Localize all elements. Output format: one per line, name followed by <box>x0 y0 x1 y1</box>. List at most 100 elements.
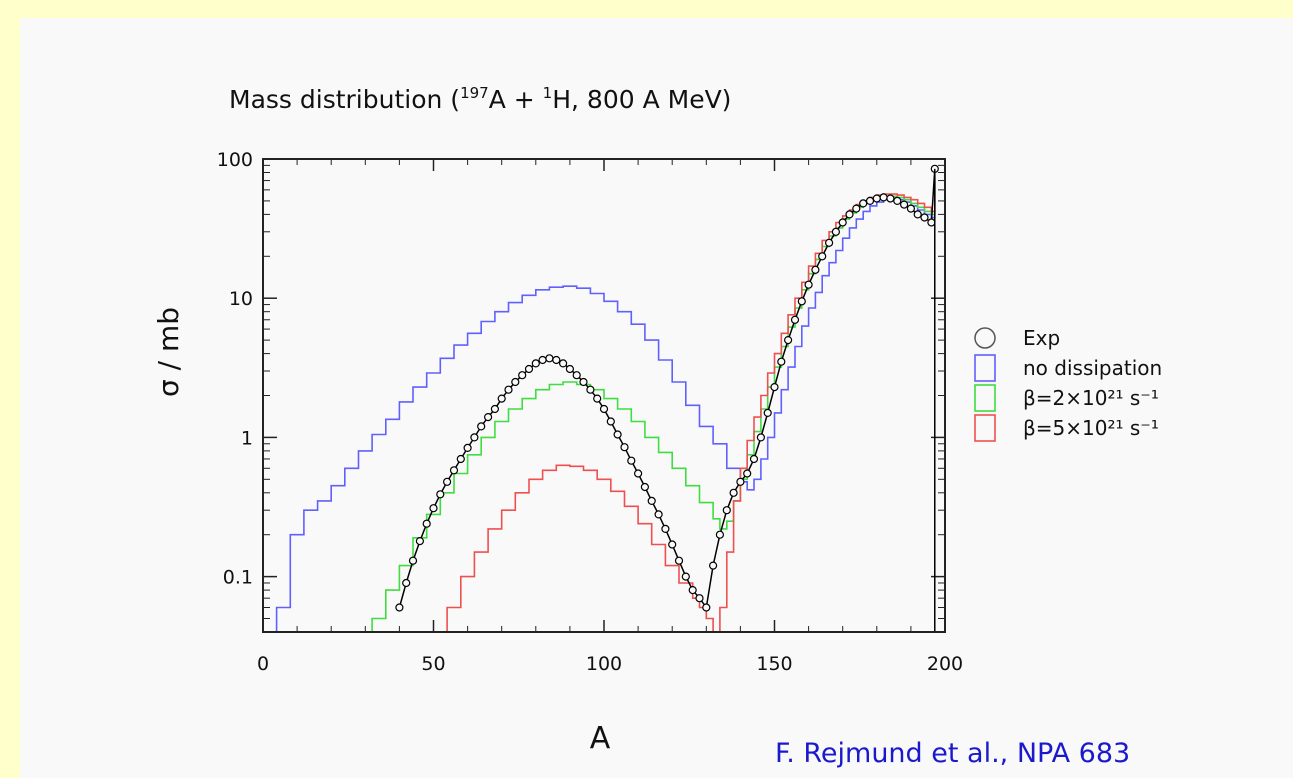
data-point <box>593 394 602 403</box>
chart-title: Mass distribution (197A + 1H, 800 A MeV) <box>229 84 731 114</box>
legend-marker <box>974 327 996 349</box>
data-point <box>661 524 670 534</box>
data-point <box>640 482 650 492</box>
data-point <box>654 510 663 519</box>
data-point <box>770 383 779 392</box>
data-point <box>818 252 827 261</box>
data-point <box>429 504 438 513</box>
data-point <box>443 477 452 486</box>
data-point <box>715 530 725 539</box>
legend-item: Exp <box>974 326 1060 350</box>
x-axis-label: A <box>590 721 611 756</box>
data-point <box>408 556 418 565</box>
data-point <box>702 603 711 612</box>
x-tick-label: 50 <box>421 653 445 675</box>
data-point <box>872 194 881 203</box>
series-layer <box>263 164 939 633</box>
legend-item: no dissipation <box>974 354 1162 382</box>
data-point <box>511 377 520 387</box>
data-point <box>620 443 629 452</box>
legend-swatch <box>974 354 996 382</box>
data-point <box>599 404 609 414</box>
data-point <box>402 578 411 588</box>
data-point <box>913 210 922 219</box>
data-point <box>722 506 731 515</box>
data-point <box>613 430 622 439</box>
title-iso2-mass: 1 <box>543 84 553 102</box>
data-point <box>756 433 766 442</box>
axis-ticks: 0 50 100 150 200 100 10 1 0.1 <box>217 149 963 675</box>
plot-frame <box>262 158 946 633</box>
data-point <box>886 194 895 203</box>
series-line <box>433 172 936 633</box>
data-point <box>668 540 677 549</box>
data-point <box>606 417 615 426</box>
data-point <box>456 454 465 464</box>
data-point <box>518 371 527 380</box>
data-point <box>586 385 595 394</box>
data-point <box>927 218 936 227</box>
data-point <box>524 364 534 374</box>
y-tick-label: 100 <box>217 149 253 171</box>
data-point <box>572 371 581 380</box>
data-point <box>695 594 704 603</box>
data-point <box>674 556 684 565</box>
legend-swatch <box>974 384 996 412</box>
data-point <box>838 218 847 227</box>
data-point <box>552 355 561 365</box>
data-point <box>545 354 554 363</box>
data-point <box>463 443 472 452</box>
data-point <box>477 422 486 431</box>
legend-item: β=2×10²¹ s⁻¹ <box>974 384 1159 412</box>
legend-swatch <box>974 414 996 442</box>
data-point <box>504 385 513 394</box>
figure-panel <box>20 18 1293 778</box>
data-point <box>852 204 861 213</box>
legend-label: β=2×10²¹ s⁻¹ <box>1023 386 1159 410</box>
y-tick-label: 1 <box>241 427 253 449</box>
data-point <box>627 456 636 465</box>
legend-item: β=5×10²¹ s⁻¹ <box>974 414 1159 442</box>
data-point <box>436 490 445 499</box>
legend: Exp no dissipation β=2×10²¹ s⁻¹ β=5×10²¹ s⁻… <box>974 326 1162 442</box>
data-point <box>920 213 929 222</box>
data-point <box>681 572 690 581</box>
data-point <box>558 359 568 368</box>
data-point <box>449 466 459 475</box>
data-point <box>497 394 506 403</box>
data-point <box>845 210 854 219</box>
data-point <box>824 238 834 247</box>
data-point <box>565 364 575 374</box>
x-tick-label: 100 <box>586 653 622 675</box>
data-point <box>484 413 493 422</box>
series-5-10-s <box>433 172 936 633</box>
data-point <box>831 227 841 236</box>
data-point <box>783 336 793 345</box>
data-point <box>633 469 643 478</box>
legend-label: β=5×10²¹ s⁻¹ <box>1023 416 1159 440</box>
data-point <box>729 488 738 497</box>
data-point <box>647 496 656 505</box>
data-point <box>395 603 404 612</box>
data-point <box>797 297 806 306</box>
data-point <box>708 561 718 570</box>
data-point <box>531 359 540 368</box>
data-point <box>749 454 759 464</box>
series-line <box>263 180 936 633</box>
data-point <box>538 355 547 365</box>
data-point <box>688 585 697 595</box>
data-point <box>859 199 868 208</box>
y-tick-label: 10 <box>229 288 253 310</box>
x-tick-label: 150 <box>756 653 792 675</box>
data-point <box>743 469 752 478</box>
citation: F. Rejmund et al., NPA 683 <box>775 738 1131 769</box>
title-iso1-mass: 197 <box>460 84 489 102</box>
y-axis-label: σ / mb <box>152 307 185 397</box>
series-line <box>358 176 936 633</box>
legend-label: no dissipation <box>1023 356 1162 380</box>
x-tick-label: 200 <box>927 653 963 675</box>
x-tick-label: 0 <box>257 653 269 675</box>
data-point <box>906 204 916 213</box>
